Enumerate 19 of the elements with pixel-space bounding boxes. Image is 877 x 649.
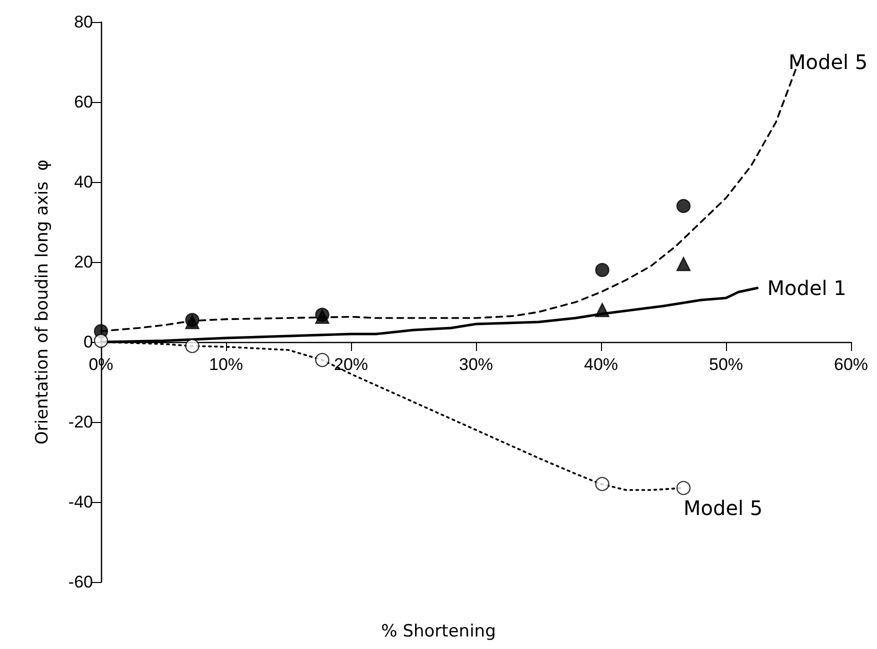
series-label: Model 5 — [684, 496, 763, 520]
y-tick-label: 80 — [74, 12, 93, 32]
x-axis-title: % Shortening — [381, 622, 496, 642]
y-tick-label: -20 — [68, 412, 93, 432]
x-tick-label: 20% — [334, 355, 368, 374]
y-tick-label: -40 — [68, 492, 93, 512]
y-tick-label: -60 — [68, 572, 93, 592]
series-label: Model 5 — [788, 50, 868, 74]
x-tick-label: 60% — [834, 355, 868, 374]
y-axis-title: Orientation of boudin long axis φ — [32, 160, 52, 444]
x-tick-label: 40% — [584, 355, 618, 374]
series-label: Model 1 — [767, 276, 846, 300]
x-tick-label: 30% — [458, 355, 494, 374]
y-tick-label: 0 — [84, 332, 93, 352]
y-tick-label: 60 — [74, 92, 93, 112]
y-tick-label: 20 — [74, 252, 93, 272]
y-tick-label: 40 — [74, 172, 93, 192]
x-tick-label: 50% — [708, 355, 744, 374]
x-tick-label: 10% — [208, 355, 244, 374]
